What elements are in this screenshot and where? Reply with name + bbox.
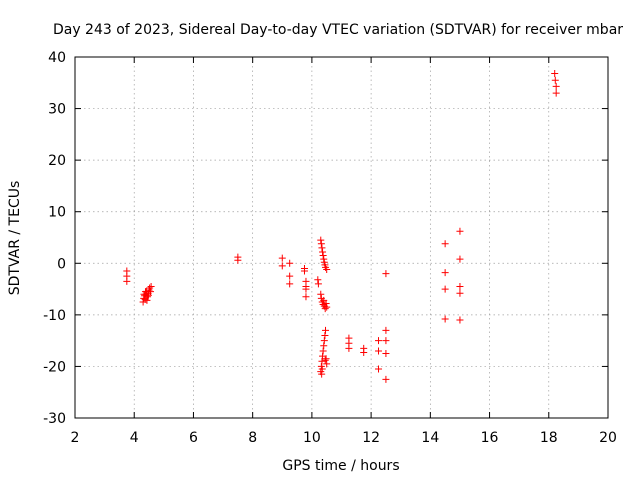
x-tick-label: 8	[248, 430, 257, 446]
data-point	[345, 344, 353, 352]
data-point	[322, 326, 330, 334]
x-tick-label: 6	[189, 430, 198, 446]
data-point	[456, 289, 464, 297]
data-point	[317, 236, 325, 244]
data-point	[286, 272, 294, 280]
data-point	[382, 375, 390, 383]
y-tick-label: -30	[43, 411, 66, 427]
data-point	[320, 342, 328, 350]
data-point	[382, 337, 390, 345]
data-point	[322, 355, 330, 363]
data-point	[318, 370, 326, 378]
data-point	[318, 357, 326, 365]
data-point	[456, 282, 464, 290]
data-point	[441, 285, 449, 293]
y-tick-label: 20	[48, 153, 66, 169]
data-point	[323, 303, 331, 311]
data-point	[321, 331, 329, 339]
data-point	[302, 285, 310, 293]
y-tick-label: 10	[48, 205, 66, 221]
y-tick-label: 0	[57, 256, 66, 272]
data-point	[551, 76, 559, 84]
plot-frame	[74, 56, 609, 419]
data-point	[314, 276, 322, 284]
data-point	[456, 255, 464, 263]
data-point	[300, 267, 308, 275]
data-point	[278, 254, 286, 262]
x-tick-label: 4	[130, 430, 139, 446]
data-point	[360, 349, 368, 357]
data-point	[441, 240, 449, 248]
data-point	[375, 365, 383, 373]
data-point	[234, 256, 242, 264]
x-tick-label: 16	[481, 430, 499, 446]
data-point	[317, 240, 325, 248]
data-point	[321, 356, 329, 364]
data-point	[143, 296, 151, 304]
data-point	[323, 265, 331, 273]
data-point	[144, 293, 152, 301]
data-point	[456, 227, 464, 235]
y-tick-label: -20	[43, 359, 66, 375]
x-axis-label: GPS time / hours	[282, 458, 399, 474]
x-tick-label: 12	[362, 430, 380, 446]
data-point	[320, 337, 328, 345]
data-point	[317, 290, 325, 298]
data-point	[382, 350, 390, 358]
data-point	[319, 252, 327, 260]
y-tick-label: 40	[48, 50, 66, 66]
data-point	[319, 347, 327, 355]
tick-layer	[74, 56, 609, 419]
data-point	[314, 280, 322, 288]
data-point	[286, 280, 294, 288]
data-point	[456, 316, 464, 324]
x-tick-label: 10	[303, 430, 321, 446]
data-point	[318, 244, 326, 252]
data-point	[147, 282, 155, 290]
data-point	[319, 301, 327, 309]
data-point	[322, 300, 330, 308]
data-point	[286, 259, 294, 267]
data-point	[552, 89, 560, 97]
data-point	[319, 248, 327, 256]
grid-layer	[75, 57, 608, 418]
data-point	[375, 337, 383, 345]
data-points	[123, 70, 560, 383]
chart-title: Day 243 of 2023, Sidereal Day-to-day VTE…	[53, 22, 623, 38]
data-point	[441, 269, 449, 277]
data-point	[375, 347, 383, 355]
x-tick-label: 20	[599, 430, 617, 446]
x-tick-label: 2	[71, 430, 80, 446]
data-point	[319, 352, 327, 360]
data-point	[302, 293, 310, 301]
data-point	[551, 70, 559, 78]
data-point	[382, 326, 390, 334]
data-point	[552, 82, 560, 90]
data-point	[144, 291, 152, 299]
data-point	[323, 360, 331, 368]
y-axis-label: SDTVAR / TECUs	[7, 181, 23, 296]
x-tick-label: 14	[421, 430, 439, 446]
data-point	[141, 292, 149, 300]
data-point	[278, 262, 286, 270]
x-tick-label: 18	[540, 430, 558, 446]
y-tick-label: -10	[43, 308, 66, 324]
data-point	[318, 365, 326, 373]
data-point	[140, 290, 148, 298]
data-point	[382, 270, 390, 278]
tick-labels: 2 4 6 8 10 12 14 16 18 20 -30 -20 -10 0 10 20 30 40	[43, 50, 617, 446]
data-point	[146, 284, 154, 292]
y-tick-label: 30	[48, 102, 66, 118]
data-point	[321, 305, 329, 313]
data-point	[320, 255, 328, 263]
data-point	[441, 315, 449, 323]
data-point	[123, 277, 131, 285]
